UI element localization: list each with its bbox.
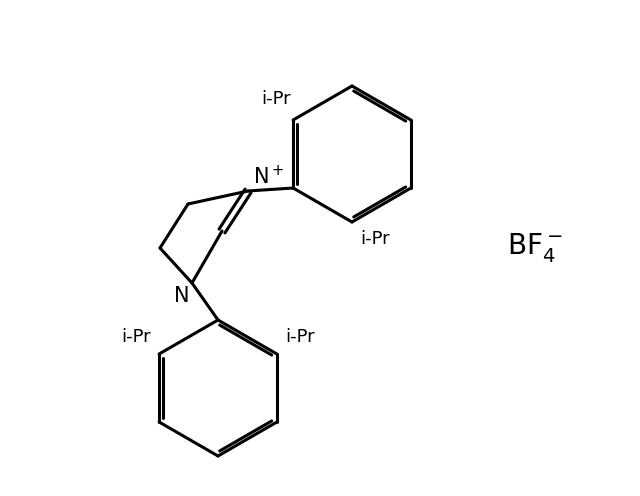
Text: i-Pr: i-Pr <box>285 328 314 346</box>
Text: BF$_4^-$: BF$_4^-$ <box>508 232 563 264</box>
Text: N: N <box>173 286 189 306</box>
Text: i-Pr: i-Pr <box>262 90 291 108</box>
Text: N$^+$: N$^+$ <box>253 165 284 188</box>
Text: i-Pr: i-Pr <box>122 328 151 346</box>
Text: i-Pr: i-Pr <box>360 230 390 248</box>
